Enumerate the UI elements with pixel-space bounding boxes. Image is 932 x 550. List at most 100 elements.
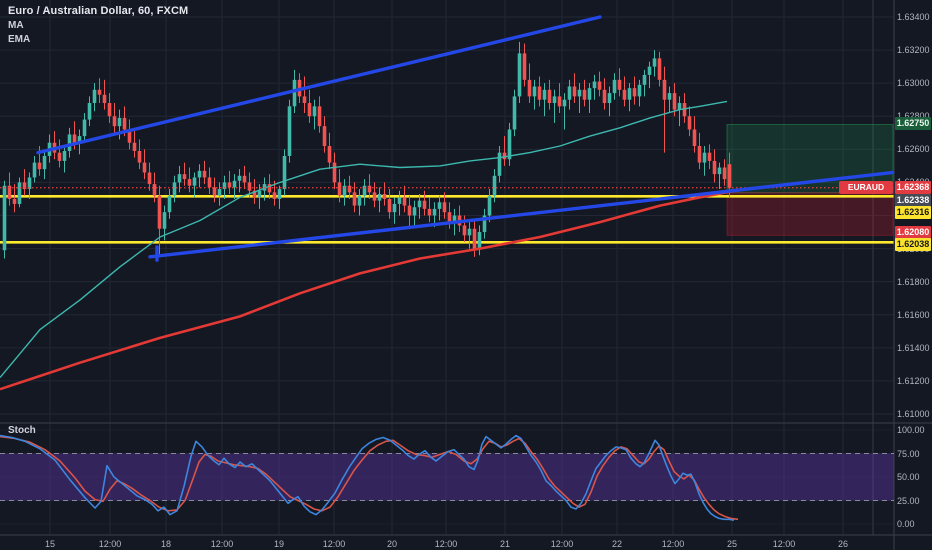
candle-body — [337, 182, 342, 196]
time-tick-label: 21 — [499, 539, 510, 549]
candle-body — [562, 99, 567, 107]
candle-body — [447, 212, 452, 223]
candle-body — [552, 96, 557, 104]
candle-body — [407, 205, 412, 216]
candle-body — [122, 117, 127, 130]
time-tick-label: 12:00 — [661, 539, 685, 549]
candle-body — [622, 89, 627, 100]
price-tick-label: 1.63200 — [897, 45, 930, 56]
candle-body — [452, 215, 457, 223]
stoch-k-line[interactable] — [0, 434, 735, 521]
candle-body — [627, 88, 632, 100]
candle-body — [527, 79, 532, 97]
candle-body — [2, 185, 7, 251]
candle-body — [67, 134, 72, 151]
trendline-upper-channel[interactable] — [36, 15, 602, 155]
price-level-label-level: 1.62038 — [895, 238, 931, 251]
candle-body — [112, 116, 117, 127]
candle-body — [587, 88, 592, 100]
ma-line[interactable] — [0, 189, 736, 391]
candle-body — [332, 162, 337, 183]
candle-body — [632, 88, 637, 97]
price-tick-label: 1.62600 — [897, 144, 930, 155]
candle-body — [392, 203, 397, 213]
candle-body — [162, 212, 167, 229]
candle-body — [482, 215, 487, 233]
candle-body — [32, 162, 37, 178]
price-tick-label: 1.63400 — [897, 12, 930, 22]
candle-body — [372, 192, 377, 201]
stoch-tick-label: 0.00 — [897, 519, 915, 529]
candle-body — [592, 81, 597, 89]
candle-body — [667, 93, 672, 100]
price-tick-label: 1.63000 — [897, 78, 930, 89]
candle-body — [712, 160, 717, 175]
candle-body — [402, 197, 407, 206]
trendline-lower-channel[interactable] — [148, 170, 895, 259]
candle-body — [157, 195, 162, 229]
candle-body — [307, 103, 312, 117]
price-tick-label: 1.61200 — [897, 375, 930, 386]
candle-body — [357, 195, 362, 206]
candle-body — [707, 152, 712, 161]
candle-body — [617, 79, 622, 90]
candle-body — [547, 89, 552, 104]
stoch-tick-label: 100.00 — [897, 425, 925, 435]
ema-line[interactable] — [0, 100, 728, 379]
time-tick-label: 12:00 — [772, 539, 796, 549]
time-tick-label: 12:00 — [434, 539, 458, 549]
candle-body — [717, 167, 722, 175]
candle-body — [312, 106, 317, 117]
candle-body — [227, 182, 232, 188]
price-level-label-entry: 1.62338 — [895, 194, 931, 207]
stoch-tick-label: 75.00 — [897, 448, 920, 459]
candle-body — [177, 174, 182, 183]
price-tick-label: 1.61400 — [897, 342, 930, 353]
candle-body — [252, 190, 257, 198]
candle-body — [172, 182, 177, 196]
time-tick-label: 12:00 — [210, 539, 234, 549]
candle-body — [12, 198, 17, 204]
candle-body — [207, 177, 212, 188]
long-position-stop-box[interactable] — [726, 192, 894, 236]
candle-body — [167, 195, 172, 213]
time-tick-label: 12:00 — [98, 539, 122, 549]
candle-body — [7, 185, 12, 199]
candle-body — [27, 177, 32, 190]
time-tick-label: 25 — [726, 539, 737, 549]
candle-body — [302, 96, 307, 104]
candle-body — [422, 200, 427, 209]
candle-body — [37, 162, 42, 170]
candle-body — [702, 152, 707, 163]
candle-body — [382, 193, 387, 199]
candle-body — [662, 79, 667, 100]
time-tick-label: 15 — [44, 539, 55, 549]
candle-body — [322, 126, 327, 147]
candle-body — [147, 172, 152, 185]
time-tick-label: 12:00 — [550, 539, 574, 549]
candle-body — [22, 182, 27, 190]
candle-body — [487, 195, 492, 216]
candle-body — [477, 232, 482, 249]
candle-body — [572, 86, 577, 97]
candle-body — [397, 197, 402, 204]
symbol-price-tag: EURAUD — [839, 181, 893, 194]
candle-body — [272, 192, 277, 199]
candle-body — [692, 129, 697, 147]
candle-body — [512, 96, 517, 130]
candle-body — [557, 96, 562, 107]
candle-body — [117, 117, 122, 127]
candle-body — [367, 185, 372, 193]
candle-body — [222, 182, 227, 190]
candle-body — [142, 162, 147, 173]
candle-body — [502, 152, 507, 160]
price-level-label-stop: 1.62080 — [895, 226, 931, 239]
candle-body — [247, 182, 252, 191]
candle-body — [582, 89, 587, 100]
candle-body — [537, 86, 542, 100]
candle-body — [442, 202, 447, 213]
candle-body — [377, 193, 382, 201]
stoch-tick-label: 25.00 — [897, 495, 920, 506]
candle-body — [677, 103, 682, 110]
